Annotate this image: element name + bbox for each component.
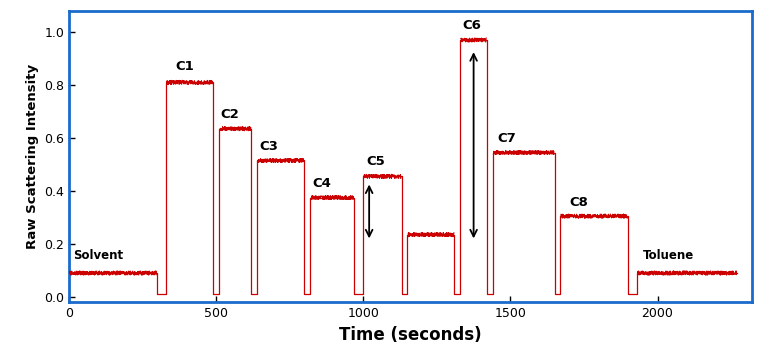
Text: C7: C7 — [497, 132, 516, 145]
Text: C2: C2 — [221, 108, 239, 121]
Text: C4: C4 — [313, 177, 331, 190]
Text: Solvent: Solvent — [74, 249, 123, 262]
Text: C5: C5 — [366, 155, 385, 169]
Y-axis label: Raw Scattering Intensity: Raw Scattering Intensity — [25, 64, 38, 249]
Text: C3: C3 — [260, 139, 278, 153]
Text: C8: C8 — [569, 197, 588, 209]
Text: C6: C6 — [463, 19, 482, 32]
Text: Toluene: Toluene — [643, 249, 694, 262]
X-axis label: Time (seconds): Time (seconds) — [339, 325, 482, 344]
Text: C1: C1 — [175, 60, 194, 73]
